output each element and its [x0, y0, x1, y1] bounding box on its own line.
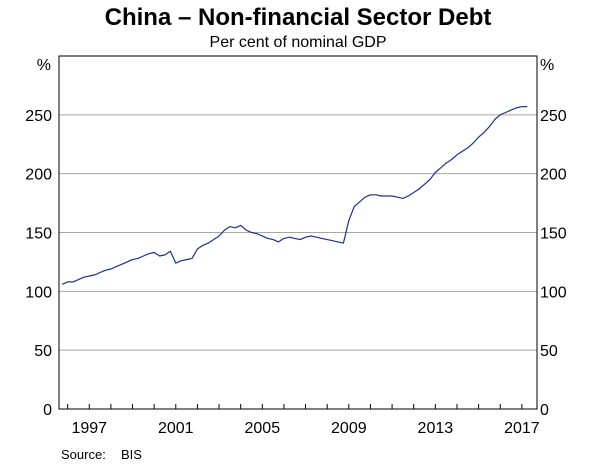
y-tick-label-left: 150 [25, 226, 52, 243]
series-line [61, 105, 528, 285]
y-tick-label-right: 0 [540, 402, 549, 419]
y-tick-label-right: 50 [540, 343, 558, 360]
y-tick-label-left: 250 [25, 108, 52, 125]
x-tick-label: 1997 [71, 420, 107, 437]
y-tick-label-left: 200 [25, 167, 52, 184]
y-tick-label-left: 50 [34, 343, 52, 360]
plot-frame [58, 55, 538, 410]
y-axis-right: 0 50 100 150 200 250 [540, 108, 567, 419]
y-tick-label-left: 0 [43, 402, 52, 419]
source-value: BIS [121, 447, 142, 462]
gridlines [59, 114, 537, 351]
x-tick-label: 2009 [331, 420, 367, 437]
y-tick-label-right: 250 [540, 108, 567, 125]
left-unit-label: % [37, 57, 51, 74]
x-tick-label: 2013 [418, 420, 454, 437]
source-label: Source: [61, 447, 106, 462]
series-layer [61, 105, 528, 285]
y-axis-left: 0 50 100 150 200 250 [25, 108, 52, 419]
y-tick-label-right: 100 [540, 284, 567, 301]
chart-title: China – Non-financial Sector Debt [105, 4, 492, 31]
x-tick-label: 2017 [504, 420, 540, 437]
y-tick-label-left: 100 [25, 284, 52, 301]
x-tick-label: 2001 [158, 420, 194, 437]
right-unit-label: % [540, 57, 554, 74]
x-tick-label: 2005 [245, 420, 281, 437]
y-tick-label-right: 200 [540, 167, 567, 184]
y-tick-label-right: 150 [540, 226, 567, 243]
x-axis: 1997 2001 2005 2009 2013 2017 [67, 404, 540, 437]
chart-subtitle: Per cent of nominal GDP [210, 34, 387, 51]
